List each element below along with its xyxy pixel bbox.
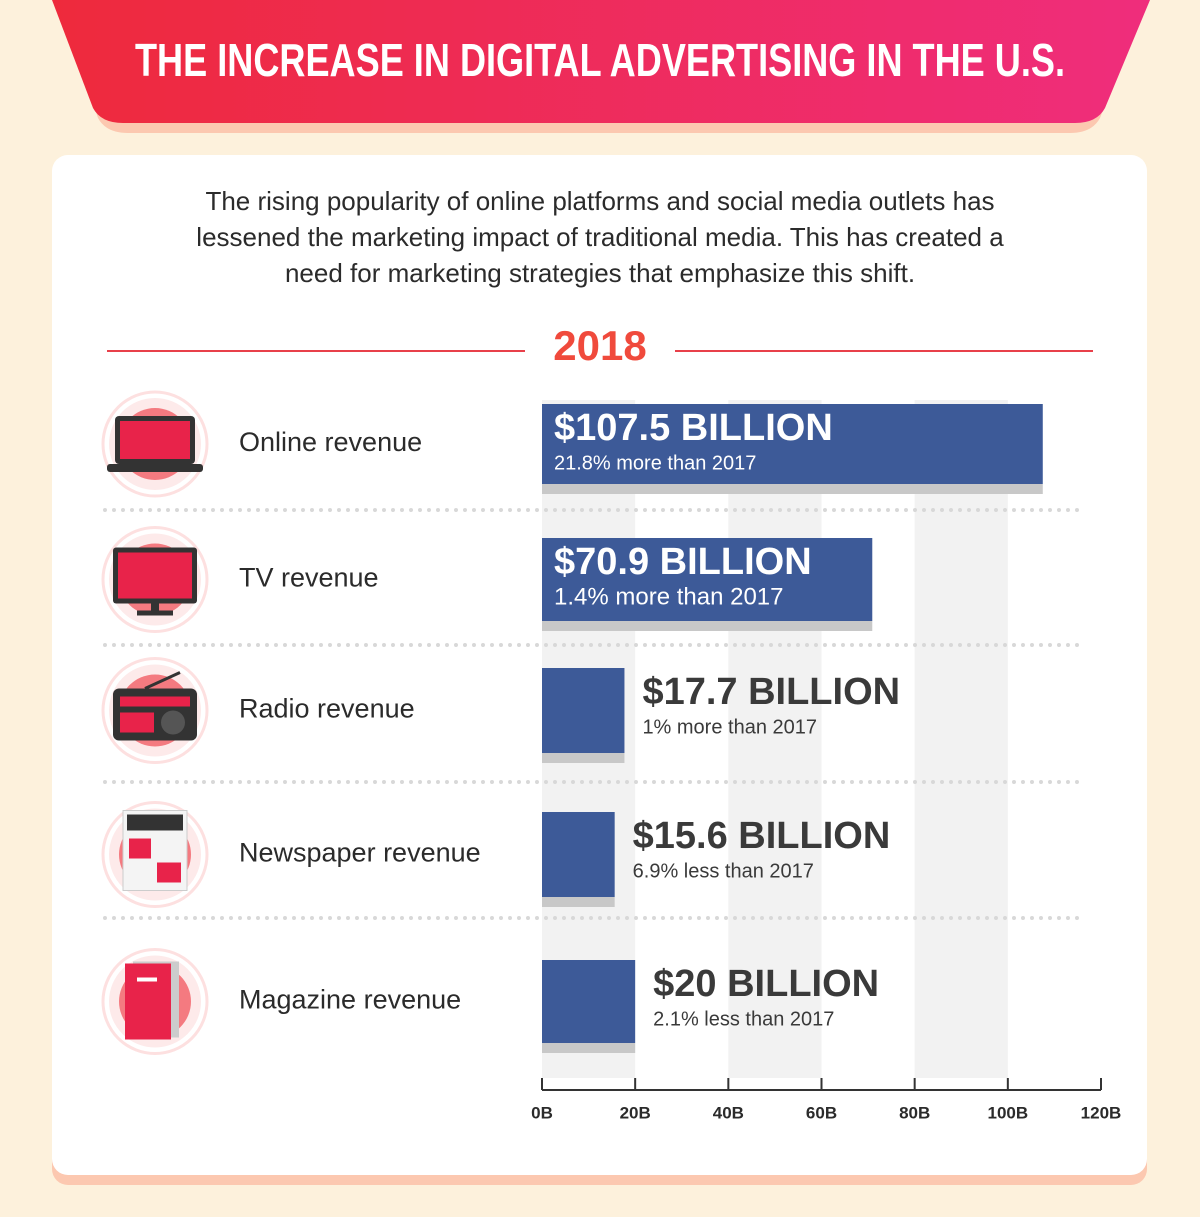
x-tick-label: 40B bbox=[713, 1103, 744, 1122]
icon-shape bbox=[120, 696, 190, 707]
icon-shape bbox=[125, 963, 171, 1040]
bar bbox=[542, 812, 615, 897]
icon-shape bbox=[120, 421, 190, 459]
icon-shape bbox=[157, 862, 181, 883]
icon-shape bbox=[137, 977, 157, 982]
icon-ring bbox=[101, 657, 209, 764]
grid-band bbox=[728, 400, 822, 1078]
annotation: 1.4% more than 2017 bbox=[554, 583, 784, 610]
value-label: $15.6 BILLION bbox=[633, 815, 891, 857]
value-label: $20 BILLION bbox=[653, 963, 879, 1005]
icon-ring bbox=[101, 526, 209, 633]
x-tick-label: 100B bbox=[988, 1103, 1029, 1122]
bar-shadow bbox=[542, 1043, 636, 1053]
description-line: lessened the marketing impact of traditi… bbox=[196, 222, 1004, 252]
x-tick-label: 20B bbox=[620, 1103, 651, 1122]
icon-shape bbox=[120, 712, 154, 733]
year: 2018 bbox=[553, 322, 646, 369]
x-tick-label: 60B bbox=[806, 1103, 837, 1122]
bar bbox=[542, 538, 873, 621]
grid-band bbox=[914, 400, 1008, 1078]
icon-ring bbox=[101, 801, 209, 908]
icon-shape bbox=[144, 671, 181, 690]
icon-shape bbox=[137, 610, 173, 616]
annotation: 2.1% less than 2017 bbox=[653, 1008, 834, 1030]
icon-shape bbox=[151, 603, 159, 612]
header-banner bbox=[52, 0, 1150, 123]
value-label: $17.7 BILLION bbox=[642, 671, 900, 713]
annotation: 6.9% less than 2017 bbox=[633, 860, 814, 882]
description-line: need for marketing strategies that empha… bbox=[285, 258, 915, 288]
value-label: $107.5 BILLION bbox=[554, 407, 833, 449]
category-label: Online revenue bbox=[239, 427, 422, 457]
bar bbox=[542, 668, 625, 753]
bar bbox=[542, 404, 1043, 484]
category-label: Newspaper revenue bbox=[239, 838, 481, 868]
icon-shape bbox=[129, 838, 151, 859]
category-label: Radio revenue bbox=[239, 694, 415, 724]
x-tick-label: 0B bbox=[531, 1103, 553, 1122]
annotation: 1% more than 2017 bbox=[642, 716, 817, 738]
icon-shape bbox=[107, 464, 203, 472]
bar-shadow bbox=[542, 897, 615, 907]
bar-shadow bbox=[542, 621, 873, 631]
x-tick-label: 120B bbox=[1081, 1103, 1122, 1122]
icon-shape bbox=[161, 710, 185, 735]
x-tick-label: 80B bbox=[899, 1103, 930, 1122]
description-line: The rising popularity of online platform… bbox=[205, 186, 994, 216]
bar-shadow bbox=[542, 753, 625, 763]
icon-ring bbox=[101, 390, 209, 498]
category-label: TV revenue bbox=[239, 563, 379, 593]
title: THE INCREASE IN DIGITAL ADVERTISING IN T… bbox=[135, 34, 1065, 86]
category-label: Magazine revenue bbox=[239, 985, 461, 1015]
annotation: 21.8% more than 2017 bbox=[554, 452, 756, 474]
icon-shape bbox=[127, 814, 183, 831]
bar bbox=[542, 960, 636, 1043]
icon-ring bbox=[101, 948, 209, 1055]
icon-shape bbox=[118, 552, 192, 599]
value-label: $70.9 BILLION bbox=[554, 541, 812, 583]
bar-shadow bbox=[542, 484, 1043, 494]
